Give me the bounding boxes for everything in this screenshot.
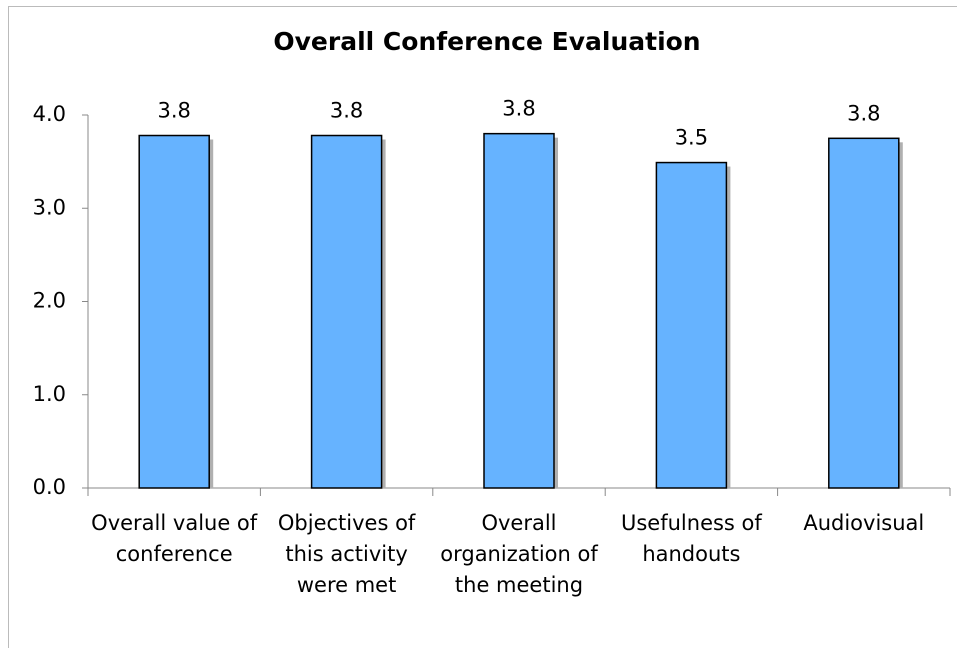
chart-title: Overall Conference Evaluation: [273, 27, 700, 56]
bar: [310, 134, 383, 489]
bar: [138, 134, 210, 489]
bar: [483, 132, 555, 489]
y-tick-label: 2.0: [33, 289, 66, 313]
bar: [828, 137, 900, 489]
y-tick-label: 4.0: [33, 102, 66, 126]
y-tick-label: 0.0: [33, 475, 66, 499]
value-label: 3.8: [157, 99, 190, 123]
value-label: 3.8: [847, 101, 880, 125]
y-tick-label: 1.0: [33, 382, 66, 406]
value-label: 3.8: [330, 99, 363, 123]
frame: [8, 6, 957, 648]
x-tick-label: Usefulness of handouts: [620, 511, 762, 566]
x-tick-label: Objectives of this activity were met: [277, 511, 416, 597]
y-tick-label: 3.0: [33, 195, 66, 219]
x-tick-label: Overall value of conference: [91, 511, 258, 566]
value-label: 3.5: [675, 126, 708, 150]
bar: [655, 161, 728, 489]
value-label: 3.8: [502, 97, 535, 121]
x-tick-label: Overall organization of the meeting: [440, 511, 598, 597]
x-tick-label: Audiovisual: [803, 511, 925, 535]
